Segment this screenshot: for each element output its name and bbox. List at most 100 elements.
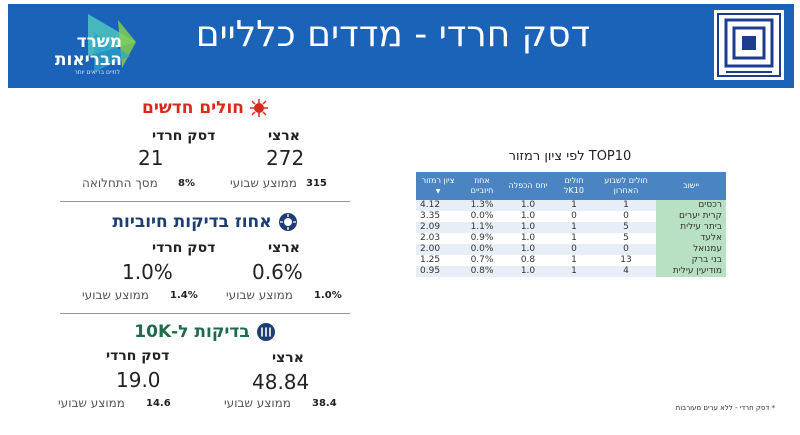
header-banner: משרד הבריאות לחיים בריאים יותר דסק חרדי … bbox=[8, 4, 794, 88]
panel-title: בדיקות ל-10K bbox=[134, 322, 250, 342]
table-row[interactable]: 2.09 1.1% 1.0 1 5 ביתר עילית bbox=[416, 222, 726, 233]
cell-per10k: 1 bbox=[571, 233, 577, 243]
divider bbox=[60, 313, 350, 314]
cell-positive: 0.8% bbox=[460, 266, 504, 277]
column-header-city[interactable]: יישוב bbox=[656, 172, 726, 200]
national-label: ארצי bbox=[268, 240, 300, 256]
page-title: דסק חרדי - מדדים כלליים bbox=[195, 14, 591, 55]
table-row[interactable]: 3.35 0.0% 1.0 0 0 קרית יערים bbox=[416, 211, 726, 222]
table-row[interactable]: 1.25 0.7% 0.8 1 13 בני ברק bbox=[416, 255, 726, 266]
haredi-avg: 1.4% bbox=[170, 290, 198, 301]
cell-score: 1.25 bbox=[420, 255, 441, 265]
cell-weekly: 5 bbox=[623, 233, 629, 243]
national-avg-label: ממוצע שבועי bbox=[224, 396, 291, 410]
cell-positive: 0.0% bbox=[470, 211, 494, 221]
cell-weekly: 0 bbox=[596, 244, 656, 255]
panel-title: אחוז בדיקות חיוביות bbox=[112, 212, 272, 232]
cell-city: עמנואל bbox=[656, 244, 726, 255]
ministry-logo-line2: הבריאות bbox=[54, 50, 122, 70]
cell-score: 2.09 bbox=[416, 222, 460, 233]
panel-positive-tests: אחוז בדיקות חיוביות דסק חרדי ארצי 1.0% 0… bbox=[60, 210, 350, 310]
cell-per10k: 0 bbox=[571, 211, 577, 221]
cell-positive: 0.7% bbox=[470, 255, 494, 265]
column-header-ratio[interactable]: יחס הכפלה bbox=[504, 172, 552, 200]
ministry-logo-line1: משרד bbox=[76, 32, 122, 52]
table-header-row: ציון רמזור ▼ אחוז חיוביים יחס הכפלה חולים… bbox=[416, 172, 726, 200]
cell-city: בני ברק bbox=[656, 255, 726, 266]
cell-ratio: 1.0 bbox=[504, 244, 552, 255]
ministry-logo-subtitle: לחיים בריאים יותר bbox=[74, 69, 120, 76]
panel-title-row: אחוז בדיקות חיוביות bbox=[60, 210, 350, 234]
column-header-weekly[interactable]: חולים לשבוע האחרון bbox=[596, 172, 656, 200]
table-row[interactable]: 2.00 0.0% 1.0 0 0 עמנואל bbox=[416, 244, 726, 255]
cell-ratio: 1.0 bbox=[520, 211, 536, 221]
table-title: TOP10 לפי ציון רמזור bbox=[508, 149, 632, 164]
panel-new-patients: חולים חדשים דסק חרדי ארצי 21 272 מסך התח… bbox=[60, 96, 350, 201]
cell-city: רכסים bbox=[656, 200, 726, 211]
table-body: 4.12 1.3% 1.0 1 1 רכסים 3.35 0.0% 1.0 0 0 קרית יערי… bbox=[416, 200, 726, 277]
national-value: 272 bbox=[266, 146, 305, 170]
cell-per10k: 1 bbox=[571, 255, 577, 265]
haredi-avg-label: ממוצע שבועי bbox=[82, 288, 149, 302]
cell-score: 2.00 bbox=[416, 244, 460, 255]
column-header-positive[interactable]: אחוז חיוביים bbox=[460, 172, 504, 200]
cell-city: מודיעין עילית bbox=[656, 266, 726, 277]
cell-positive: 0.0% bbox=[460, 244, 504, 255]
haredi-avg-label: ממוצע שבועי bbox=[58, 396, 125, 410]
cell-per10k: 1 bbox=[552, 222, 596, 233]
cell-ratio: 1.0 bbox=[520, 233, 536, 243]
haredi-label: דסק חרדי bbox=[152, 128, 216, 144]
table-row[interactable]: 4.12 1.3% 1.0 1 1 רכסים bbox=[416, 200, 726, 211]
ministry-of-health-logo: משרד הבריאות לחיים בריאים יותר bbox=[18, 12, 138, 76]
virus-icon bbox=[249, 99, 268, 117]
cell-ratio: 0.8 bbox=[520, 255, 536, 265]
cell-positive: 1.3% bbox=[460, 200, 504, 211]
cell-per10k: 1 bbox=[552, 200, 596, 211]
column-header-per10k[interactable]: חולים לK10 bbox=[552, 172, 596, 200]
table-row[interactable]: 2.03 0.9% 1.0 1 5 אלעד bbox=[416, 233, 726, 244]
cell-weekly: 13 bbox=[620, 255, 632, 265]
ministry-logo-graphic bbox=[88, 14, 136, 72]
panel-tests-per-10k: בדיקות ל-10K דסק חרדי ארצי 19.0 48.84 ממ… bbox=[58, 320, 350, 420]
cell-city: ביתר עילית bbox=[656, 222, 726, 233]
national-value: 0.6% bbox=[252, 260, 303, 284]
haredi-percent: 8% bbox=[178, 178, 195, 189]
table-row[interactable]: 0.95 0.8% 1.0 1 4 מודיעין עילית bbox=[416, 266, 726, 277]
divider bbox=[60, 201, 350, 202]
top10-table: ציון רמזור ▼ אחוז חיוביים יחס הכפלה חולים… bbox=[416, 172, 726, 277]
haredi-label: דסק חרדי bbox=[106, 348, 170, 364]
cell-ratio: 1.0 bbox=[504, 266, 552, 277]
national-avg: 1.0% bbox=[314, 290, 342, 301]
cell-weekly: 0 bbox=[623, 211, 629, 221]
haredi-value: 1.0% bbox=[122, 260, 173, 284]
cell-per10k: 1 bbox=[552, 266, 596, 277]
cell-city: אלעד bbox=[656, 233, 726, 244]
cell-positive: 1.1% bbox=[460, 222, 504, 233]
national-label: ארצי bbox=[268, 128, 300, 144]
cell-weekly: 4 bbox=[596, 266, 656, 277]
national-avg-label: ממוצע שבועי bbox=[230, 176, 297, 190]
cell-ratio: 1.0 bbox=[504, 222, 552, 233]
cell-score: 4.12 bbox=[416, 200, 460, 211]
haredi-value: 21 bbox=[138, 146, 164, 170]
panel-title: חולים חדשים bbox=[142, 98, 244, 118]
cell-ratio: 1.0 bbox=[504, 200, 552, 211]
haredi-label: דסק חרדי bbox=[152, 240, 216, 256]
panel-title-row: חולים חדשים bbox=[60, 96, 350, 120]
panel-title-row: בדיקות ל-10K bbox=[60, 320, 350, 344]
state-emblem-icon bbox=[714, 10, 784, 80]
cell-weekly: 1 bbox=[596, 200, 656, 211]
national-label: ארצי bbox=[272, 350, 304, 366]
cell-score: 0.95 bbox=[416, 266, 460, 277]
cell-score: 3.35 bbox=[420, 211, 441, 221]
column-header-score[interactable]: ציון רמזור ▼ bbox=[416, 172, 460, 200]
cell-weekly: 5 bbox=[596, 222, 656, 233]
haredi-percent-label: מסך התחלואה bbox=[82, 176, 158, 190]
haredi-avg: 14.6 bbox=[146, 398, 171, 409]
lab-test-icon bbox=[278, 213, 297, 231]
national-avg-label: ממוצע שבועי bbox=[226, 288, 293, 302]
national-avg: 315 bbox=[306, 178, 327, 189]
cell-per10k: 0 bbox=[552, 244, 596, 255]
sort-arrow-icon[interactable]: ▼ bbox=[435, 187, 441, 195]
cell-city: קרית יערים bbox=[656, 211, 726, 222]
